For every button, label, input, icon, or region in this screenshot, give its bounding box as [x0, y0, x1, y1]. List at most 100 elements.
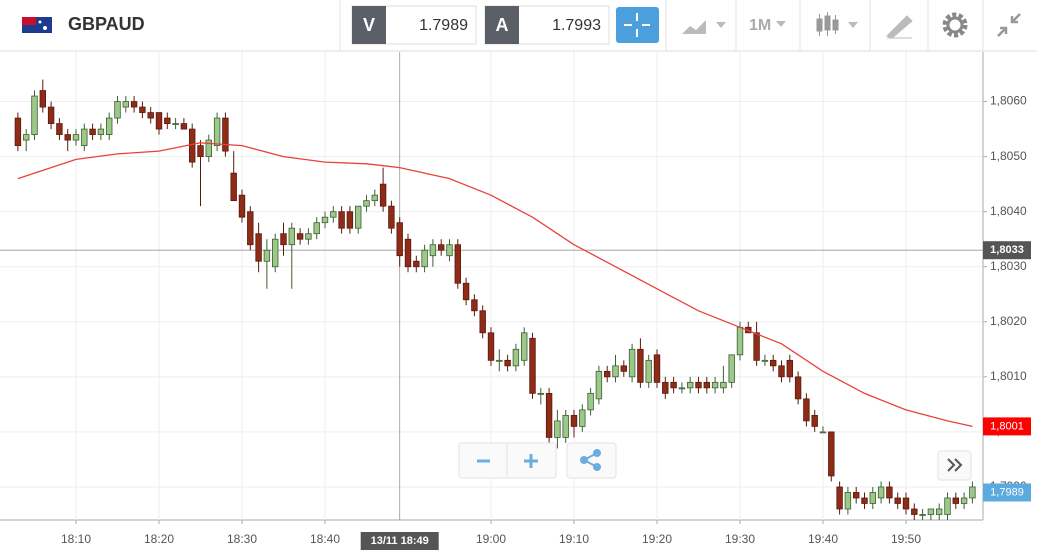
crosshair-icon [624, 13, 650, 37]
candle-body [437, 244, 445, 251]
candle-body [263, 249, 271, 262]
candle-body [695, 381, 702, 389]
axis-panel [983, 52, 1037, 520]
candle-body [628, 348, 636, 378]
draw-tool-button[interactable] [886, 15, 913, 39]
crosshair-y-label: 1,8033 [990, 244, 1024, 256]
candle-body [496, 359, 503, 362]
candle-body [803, 398, 810, 422]
candle-body [288, 227, 295, 246]
zoom-controls [458, 442, 972, 481]
candle-body [853, 492, 860, 499]
candle-body [56, 123, 63, 135]
candle-body [612, 365, 619, 378]
candle-body [545, 392, 553, 438]
candle-body [786, 359, 793, 378]
candle-body [662, 381, 669, 394]
share-button[interactable] [580, 449, 601, 471]
ask-tag [485, 6, 519, 44]
candle-body [620, 365, 627, 372]
candle-body [139, 106, 146, 113]
candle-body [794, 376, 802, 400]
x-tick-label: 18:10 [61, 532, 91, 546]
candle-body [346, 211, 354, 229]
crosshair-button[interactable] [616, 7, 659, 43]
candle-body [388, 205, 395, 229]
candle-type-button[interactable] [816, 12, 858, 36]
candle-body [222, 117, 229, 152]
symbol: GBPAUD [68, 14, 145, 34]
candle-body [894, 497, 901, 504]
candle-body [944, 497, 951, 515]
candle-body [22, 134, 30, 141]
chart-type-button[interactable] [682, 20, 726, 34]
candle-body [587, 392, 594, 411]
candle-body [902, 497, 910, 510]
candle-body [711, 381, 719, 389]
bid-tag [352, 6, 386, 44]
crosshair-x-tag [360, 532, 439, 550]
candle-body [106, 117, 113, 135]
timeframe[interactable]: 1M [749, 17, 771, 34]
candle-body [570, 414, 578, 427]
candle-body [155, 112, 163, 130]
x-tick-label: 18:40 [310, 532, 340, 546]
candle-body [396, 222, 403, 257]
candle-body [720, 381, 727, 389]
y-tick-label: 1,8030 [990, 259, 1027, 273]
scroll-right[interactable] [947, 458, 963, 472]
y-tick-label: 1,8040 [990, 204, 1027, 218]
candle-body [213, 117, 221, 146]
candle-body [247, 211, 254, 246]
candle-body [413, 260, 420, 268]
price-tag-label: 1,8001 [990, 420, 1024, 432]
candle-body [471, 299, 478, 312]
moving-average [17, 142, 973, 428]
candle-body [761, 359, 769, 362]
candle-body [487, 332, 495, 361]
candle-body [238, 194, 246, 218]
y-tick-label: 1,8010 [990, 369, 1027, 383]
candle-body [147, 112, 154, 119]
candle-body [670, 381, 677, 389]
flag-icon [22, 17, 52, 33]
candle-body [313, 222, 320, 235]
candle-body [911, 508, 918, 515]
candle-body [338, 211, 345, 229]
crosshair-y-tag [983, 241, 1031, 260]
candle-body [936, 508, 943, 515]
crosshair-x-label: 13/11 18:49 [371, 535, 429, 547]
zoom-in[interactable] [524, 454, 538, 468]
candle-body [919, 514, 926, 516]
y-tick-label: 1,8060 [990, 94, 1027, 108]
candle-body [89, 128, 96, 135]
candle-body [47, 106, 55, 124]
candle-body [479, 310, 486, 334]
collapse-button[interactable] [997, 13, 1021, 37]
candle-body [512, 348, 520, 367]
plot: 1,8060 1,8050 1,8040 1,8030 1,8020 1,8010 1,80… [0, 52, 1037, 550]
candle-body [969, 486, 976, 499]
candle-body [703, 381, 710, 389]
settings-button[interactable] [942, 12, 968, 38]
candle-body [446, 244, 453, 257]
y-tick-label: 1,8050 [990, 149, 1027, 163]
x-tick-label: 19:20 [642, 532, 672, 546]
candle-body [429, 244, 437, 257]
bid-price: 1.7989 [419, 17, 468, 34]
candle-body [952, 497, 959, 504]
candle-body [130, 101, 138, 108]
candle-body [379, 183, 387, 207]
dropdown-arrow [776, 21, 786, 27]
candle-body [886, 486, 893, 499]
candle-body [753, 332, 760, 361]
candle-body [869, 492, 876, 504]
x-tick-label: 18:30 [227, 532, 257, 546]
candle-body [529, 337, 536, 394]
candle-body [280, 233, 287, 246]
candle-body [305, 233, 312, 240]
candle-body [579, 409, 586, 427]
toolbar: GBPAUD V 1.7989 A 1.7993 1M [0, 0, 1037, 52]
candle-body [197, 145, 204, 158]
candle-body [97, 128, 105, 135]
